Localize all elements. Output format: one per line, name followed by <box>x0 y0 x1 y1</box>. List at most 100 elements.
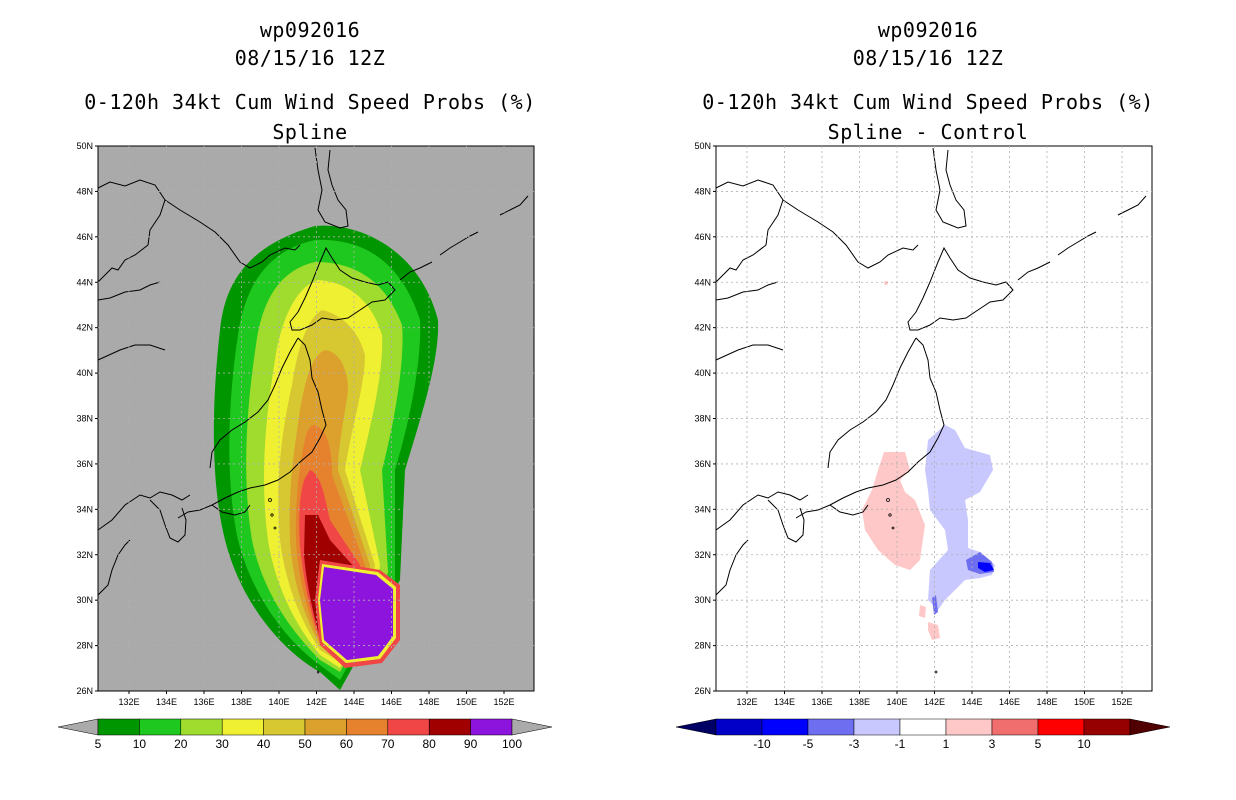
left-map-lat-label: 30N <box>76 595 93 605</box>
left-colorbar-swatch <box>470 718 513 736</box>
left-colorbar-swatch <box>180 718 223 736</box>
right-map-lat-label: 44N <box>694 277 711 287</box>
right-map-lat-label: 28N <box>694 641 711 651</box>
right-map-lat-label: 40N <box>694 368 711 378</box>
diff-contour-pos-1-small <box>928 622 940 640</box>
right-map-lat-label: 42N <box>694 323 711 333</box>
right-map-lon-label: 132E <box>736 697 757 707</box>
right-map-lat-label: 32N <box>694 550 711 560</box>
right-map-lat-label: 36N <box>694 459 711 469</box>
right-colorbar <box>675 718 1171 736</box>
left-map-lon-label: 148E <box>418 697 439 707</box>
left-colorbar-label: 20 <box>174 737 188 751</box>
left-colorbar-label: 60 <box>339 737 354 751</box>
left-map-lon-label: 152E <box>493 697 514 707</box>
left-colorbar-swatch <box>428 718 471 736</box>
right-colorbar-under-arrow <box>675 718 717 736</box>
right-map-lat-label: 26N <box>694 686 711 696</box>
left-map-lat-label: 50N <box>76 141 93 151</box>
left-colorbar-label: 100 <box>501 737 523 751</box>
right-map-lat-label: 50N <box>694 141 711 151</box>
diff-contour-neg-5 <box>978 562 994 572</box>
right-map-lon-label: 140E <box>886 697 907 707</box>
right-colorbar-label: 3 <box>988 737 996 751</box>
right-map-lon-label: 142E <box>924 697 945 707</box>
diff-contour-pos-1-dot <box>884 281 888 285</box>
right-colorbar-label: 5 <box>1034 737 1042 751</box>
right-colorbar-swatch <box>853 718 901 736</box>
left-map-lat-label: 26N <box>76 686 93 696</box>
right-colorbar-over-arrow <box>1129 718 1171 736</box>
right-title-datetime: 08/15/16 12Z <box>852 46 1004 70</box>
left-map-lon-label: 134E <box>156 697 177 707</box>
right-map-lon-label: 150E <box>1074 697 1095 707</box>
left-colorbar-swatch <box>304 718 347 736</box>
left-colorbar-label: 90 <box>463 737 478 751</box>
left-colorbar <box>57 718 553 736</box>
left-map-panel: 50N 48N 46N 44N 42N 40N 38N 36N 34N 32N 30N 28N 26N 1… <box>76 141 535 707</box>
diff-contour-pos-1-tiny <box>919 605 926 618</box>
left-map-lon-label: 146E <box>381 697 402 707</box>
right-colorbar-swatch <box>1083 718 1131 736</box>
right-map-lat-label: 30N <box>694 595 711 605</box>
left-map-lat-label: 38N <box>76 414 93 424</box>
left-map-lon-label: 132E <box>118 697 139 707</box>
left-colorbar-label: 30 <box>215 737 229 751</box>
right-map-lon-label: 144E <box>961 697 982 707</box>
left-colorbar-swatch <box>139 718 182 736</box>
left-map-lon-label: 150E <box>456 697 477 707</box>
right-colorbar-swatch <box>1037 718 1085 736</box>
left-colorbar-label: 70 <box>381 737 395 751</box>
left-map-lat-label: 42N <box>76 323 93 333</box>
right-colorbar-label: -1 <box>894 737 906 751</box>
right-colorbar-swatch <box>899 718 947 736</box>
left-title-datetime: 08/15/16 12Z <box>234 46 386 70</box>
diff-contour-pos-1 <box>862 452 925 570</box>
left-map-lon-label: 136E <box>193 697 214 707</box>
right-colorbar-label: -10 <box>753 737 771 751</box>
right-map-lat-label: 38N <box>694 414 711 424</box>
right-colorbar-label: 1 <box>942 737 950 751</box>
left-map-lat-label: 46N <box>76 232 93 242</box>
right-map-lon-label: 146E <box>999 697 1020 707</box>
right-colorbar-swatch <box>715 718 763 736</box>
left-colorbar-label: 40 <box>256 737 271 751</box>
left-colorbar-over-arrow <box>511 718 553 736</box>
left-map-lon-label: 140E <box>268 697 289 707</box>
right-colorbar-label: -3 <box>848 737 860 751</box>
left-map-lon-label: 144E <box>343 697 364 707</box>
right-map-lon-label: 136E <box>811 697 832 707</box>
right-map-lat-label: 46N <box>694 232 711 242</box>
right-map-lat-label: 34N <box>694 504 711 514</box>
left-map-lon-label: 142E <box>306 697 327 707</box>
left-title-storm-id: wp092016 <box>259 18 361 42</box>
left-map-lat-label: 28N <box>76 641 93 651</box>
left-title-product: 0-120h 34kt Cum Wind Speed Probs (%) <box>84 90 536 114</box>
left-colorbar-swatch <box>387 718 430 736</box>
left-colorbar-swatch <box>97 718 140 736</box>
left-colorbar-swatch <box>346 718 389 736</box>
right-title-method: Spline - Control <box>827 120 1029 144</box>
prob-contour-100 <box>320 567 393 660</box>
left-map-lat-label: 40N <box>76 368 93 378</box>
left-map-lon-label: 138E <box>231 697 252 707</box>
right-colorbar-swatch <box>807 718 855 736</box>
left-colorbar-swatch <box>221 718 264 736</box>
left-colorbar-label: 5 <box>94 737 102 751</box>
left-colorbar-label: 10 <box>132 737 147 751</box>
left-colorbar-swatch <box>263 718 306 736</box>
right-map-lon-label: 138E <box>849 697 870 707</box>
right-colorbar-swatch <box>945 718 993 736</box>
left-colorbar-label: 80 <box>422 737 436 751</box>
right-title-storm-id: wp092016 <box>877 18 979 42</box>
right-map-lon-label: 134E <box>774 697 795 707</box>
left-colorbar-label: 50 <box>298 737 312 751</box>
left-map-lat-label: 44N <box>76 277 93 287</box>
left-title-method: Spline <box>272 120 348 144</box>
left-map-lat-label: 36N <box>76 459 93 469</box>
right-map-lat-label: 48N <box>694 186 711 196</box>
right-colorbar-swatch <box>991 718 1039 736</box>
right-colorbar-label: 10 <box>1077 737 1091 751</box>
right-colorbar-swatch <box>761 718 809 736</box>
